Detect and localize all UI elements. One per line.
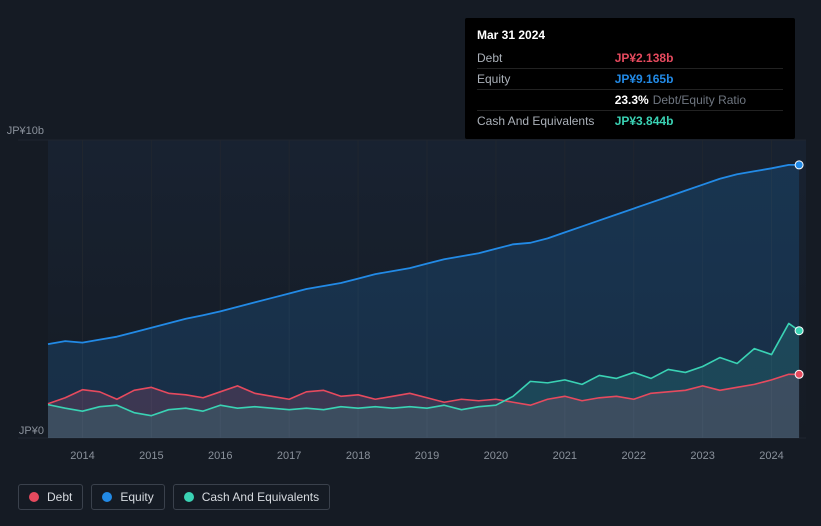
legend-item-cash-and-equivalents[interactable]: Cash And Equivalents	[173, 484, 330, 510]
legend-item-label: Cash And Equivalents	[202, 490, 319, 504]
tooltip-row: 23.3% Debt/Equity Ratio	[477, 90, 783, 111]
tooltip-row-label: Equity	[477, 69, 615, 90]
tooltip-value-suffix: Debt/Equity Ratio	[653, 93, 746, 107]
x-axis-label: 2022	[621, 450, 645, 462]
tooltip-value-text: JP¥3.844b	[615, 114, 674, 128]
legend-item-label: Debt	[47, 490, 72, 504]
x-axis-label: 2016	[208, 450, 232, 462]
tooltip-row-value: JP¥9.165b	[615, 69, 783, 90]
tooltip-value-text: JP¥9.165b	[615, 72, 674, 86]
x-axis-label: 2020	[484, 450, 508, 462]
series-end-marker-debt	[795, 370, 803, 378]
legend-item-equity[interactable]: Equity	[91, 484, 164, 510]
chart-tooltip: Mar 31 2024DebtJP¥2.138bEquityJP¥9.165b2…	[465, 18, 795, 139]
tooltip-row: DebtJP¥2.138b	[477, 48, 783, 69]
tooltip-value-text: JP¥2.138b	[615, 51, 674, 65]
legend: Debt Equity Cash And Equivalents	[18, 484, 330, 510]
series-end-marker-cash	[795, 327, 803, 335]
x-axis-label: 2023	[690, 450, 714, 462]
tooltip-row: EquityJP¥9.165b	[477, 69, 783, 90]
x-axis-label: 2021	[553, 450, 577, 462]
tooltip-row: Cash And EquivalentsJP¥3.844b	[477, 111, 783, 132]
tooltip-row-value: JP¥3.844b	[615, 111, 783, 132]
tooltip-row-label	[477, 90, 615, 111]
series-end-marker-equity	[795, 161, 803, 169]
y-axis-bottom-label: JP¥0	[0, 425, 44, 437]
x-axis-label: 2014	[70, 450, 94, 462]
legend-dot-icon	[102, 492, 112, 502]
tooltip-row-value: 23.3% Debt/Equity Ratio	[615, 90, 783, 111]
legend-item-debt[interactable]: Debt	[18, 484, 83, 510]
legend-dot-icon	[184, 492, 194, 502]
x-axis-label: 2017	[277, 450, 301, 462]
legend-item-label: Equity	[120, 490, 153, 504]
x-axis-label: 2018	[346, 450, 370, 462]
tooltip-value-text: 23.3%	[615, 93, 649, 107]
tooltip-row-label: Cash And Equivalents	[477, 111, 615, 132]
x-axis-label: 2015	[139, 450, 163, 462]
tooltip-row-value: JP¥2.138b	[615, 48, 783, 69]
tooltip-row-label: Debt	[477, 48, 615, 69]
tooltip-date: Mar 31 2024	[477, 26, 783, 44]
y-axis-top-label: JP¥10b	[0, 125, 44, 137]
tooltip-table: DebtJP¥2.138bEquityJP¥9.165b23.3%Debt/Eq…	[477, 48, 783, 131]
x-axis-label: 2024	[759, 450, 783, 462]
legend-dot-icon	[29, 492, 39, 502]
x-axis-label: 2019	[415, 450, 439, 462]
